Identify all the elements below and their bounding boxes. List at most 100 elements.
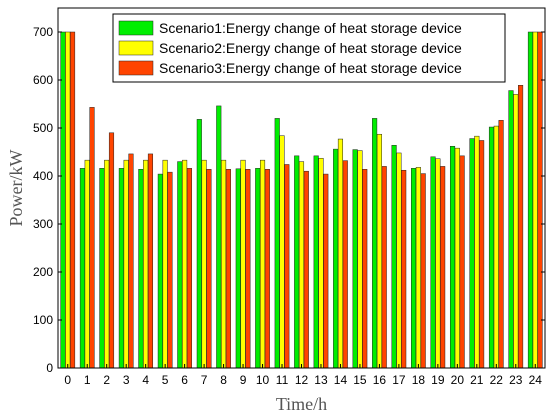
bar-s3-10 <box>264 169 270 369</box>
bar-s1-9 <box>235 168 241 369</box>
legend-swatch-s2 <box>118 40 154 56</box>
x-tick-label: 6 <box>181 373 188 387</box>
bar-s2-21 <box>474 135 480 369</box>
x-tick-label: 16 <box>373 373 387 387</box>
bar-s3-1 <box>89 107 95 369</box>
x-tick-label: 20 <box>451 373 465 387</box>
bar-s2-12 <box>298 161 305 369</box>
x-tick-label: 17 <box>392 373 406 387</box>
bar-s3-11 <box>284 164 290 369</box>
bar-s3-7 <box>206 169 212 369</box>
bar-s2-0 <box>65 31 71 369</box>
bar-s2-13 <box>318 157 324 369</box>
bar-s2-17 <box>396 152 402 369</box>
legend-label-s3: Scenario3:Energy change of heat storage … <box>159 60 462 76</box>
x-tick-label: 10 <box>256 373 270 387</box>
bar-s3-15 <box>362 169 368 369</box>
bar-s3-6 <box>186 168 192 369</box>
bar-s3-17 <box>401 169 407 369</box>
bar-s2-3 <box>123 159 129 369</box>
bar-s2-23 <box>513 94 519 369</box>
y-tick-label: 0 <box>46 361 53 375</box>
bar-s2-14 <box>337 138 344 369</box>
y-tick-label: 500 <box>33 121 53 135</box>
legend: Scenario1:Energy change of heat storage … <box>112 13 506 83</box>
bar-s2-22 <box>493 125 499 369</box>
bar-s3-8 <box>225 169 231 369</box>
bar-s3-24 <box>537 31 543 369</box>
bar-s2-4 <box>143 159 149 369</box>
bar-s1-21 <box>469 138 475 369</box>
bar-s2-11 <box>279 135 285 369</box>
x-tick-label: 12 <box>295 373 309 387</box>
x-tick-label: 21 <box>470 373 484 387</box>
bar-s1-2 <box>99 168 105 369</box>
bar-s2-18 <box>415 167 421 369</box>
x-tick-label: 15 <box>353 373 367 387</box>
bar-s3-23 <box>518 85 524 369</box>
bar-s3-4 <box>147 153 154 369</box>
x-tick-label: 1 <box>84 373 91 387</box>
bar-s1-13 <box>313 155 319 369</box>
bar-s1-11 <box>274 118 280 369</box>
x-tick-label: 22 <box>490 373 504 387</box>
bar-s2-7 <box>201 159 207 369</box>
x-tick-label: 9 <box>240 373 247 387</box>
x-tick-label: 0 <box>64 373 71 387</box>
bar-s3-5 <box>167 171 173 369</box>
bar-s2-16 <box>376 133 382 369</box>
bar-s1-23 <box>508 90 514 369</box>
y-tick-label: 300 <box>33 217 53 231</box>
bar-s3-2 <box>108 132 115 369</box>
x-tick-label: 3 <box>123 373 130 387</box>
bar-s2-24 <box>532 31 538 369</box>
legend-swatch-s1 <box>118 20 154 36</box>
bar-s3-3 <box>128 153 134 369</box>
x-tick-label: 24 <box>529 373 543 387</box>
y-tick-label: 600 <box>33 73 53 87</box>
bar-s2-10 <box>259 159 266 369</box>
y-tick-label: 400 <box>33 169 53 183</box>
bar-s3-14 <box>342 160 348 369</box>
y-tick-label: 700 <box>33 25 53 39</box>
bar-s1-3 <box>118 168 124 369</box>
x-tick-label: 13 <box>314 373 328 387</box>
bar-s1-19 <box>430 156 436 369</box>
bar-s1-7 <box>196 119 202 369</box>
bar-s2-20 <box>454 147 460 369</box>
bar-s1-18 <box>411 168 417 369</box>
bar-s3-18 <box>420 173 426 369</box>
x-tick-label: 7 <box>201 373 208 387</box>
x-tick-label: 4 <box>142 373 149 387</box>
bar-s1-0 <box>60 31 66 369</box>
bar-s1-17 <box>391 145 397 369</box>
bar-s3-16 <box>381 166 387 369</box>
bar-s3-19 <box>440 166 446 369</box>
bar-s1-1 <box>79 168 85 369</box>
x-axis-title: Time/h <box>276 394 327 414</box>
x-tick-label: 23 <box>509 373 523 387</box>
bar-s1-20 <box>449 145 456 369</box>
bar-s1-22 <box>488 126 495 369</box>
bar-s3-12 <box>303 170 309 369</box>
x-tick-label: 5 <box>162 373 169 387</box>
bar-s2-9 <box>240 159 246 369</box>
x-tick-label: 19 <box>431 373 445 387</box>
x-tick-label: 14 <box>334 373 348 387</box>
bar-s2-15 <box>357 150 363 369</box>
bar-s2-8 <box>221 159 227 369</box>
bar-s1-5 <box>157 173 163 369</box>
bar-s3-20 <box>459 155 465 369</box>
bar-s3-21 <box>479 140 485 369</box>
bar-s1-24 <box>527 31 534 369</box>
legend-label-s2: Scenario2:Energy change of heat storage … <box>159 40 462 56</box>
x-tick-label: 2 <box>103 373 110 387</box>
bar-s3-22 <box>498 120 504 369</box>
bar-s1-15 <box>352 149 358 369</box>
bar-s2-19 <box>435 158 441 369</box>
bar-s1-6 <box>177 161 183 369</box>
bars-layer <box>60 31 543 369</box>
